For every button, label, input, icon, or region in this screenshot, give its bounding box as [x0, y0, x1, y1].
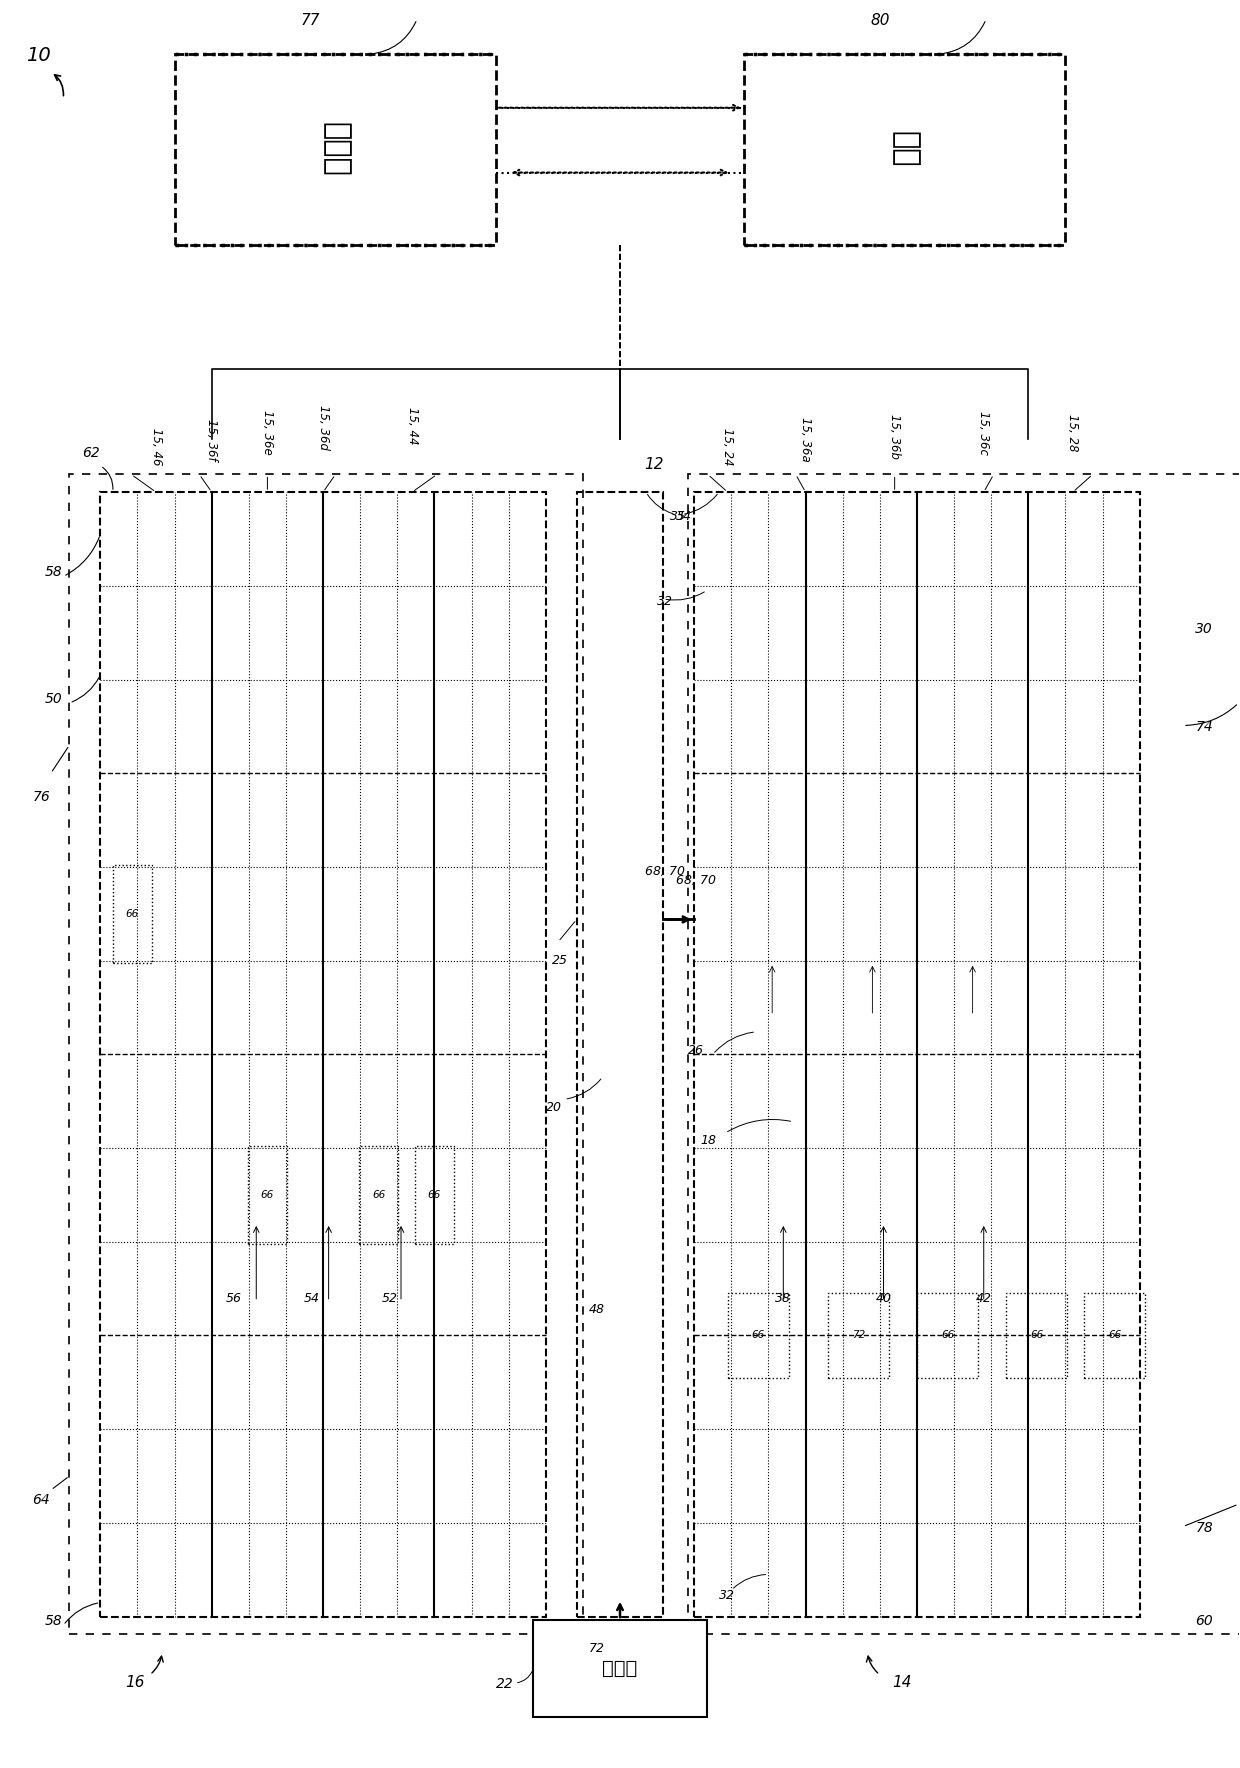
Text: 40: 40: [875, 1292, 892, 1305]
Text: 58: 58: [45, 566, 62, 580]
Text: 34: 34: [676, 511, 692, 523]
Text: 15, 36c: 15, 36c: [977, 410, 991, 454]
Text: 12: 12: [645, 456, 665, 472]
Bar: [69, 474, 583, 1634]
Text: 62: 62: [82, 446, 99, 460]
Bar: [360, 1146, 398, 1245]
Bar: [744, 55, 1065, 246]
Text: 16: 16: [125, 1674, 145, 1690]
Text: 14: 14: [893, 1674, 911, 1690]
Text: 15, 36a: 15, 36a: [799, 417, 812, 461]
Bar: [1006, 1292, 1068, 1377]
Text: 15, 36d: 15, 36d: [316, 405, 330, 449]
Text: 15, 36b: 15, 36b: [888, 414, 901, 458]
Bar: [916, 1292, 978, 1377]
Bar: [688, 474, 1240, 1634]
Text: 66: 66: [941, 1331, 954, 1340]
Text: 58: 58: [45, 1614, 62, 1628]
Text: 54: 54: [304, 1292, 320, 1305]
Bar: [248, 1146, 286, 1245]
Text: 66: 66: [751, 1331, 765, 1340]
Text: 20: 20: [546, 1100, 562, 1114]
Text: 25: 25: [552, 955, 568, 967]
Text: 50: 50: [45, 691, 62, 705]
Text: 66: 66: [125, 909, 139, 919]
Bar: [533, 1619, 707, 1717]
Text: 15, 36f: 15, 36f: [205, 419, 218, 460]
Text: 56: 56: [226, 1292, 242, 1305]
Text: 66: 66: [260, 1190, 274, 1200]
Text: 15, 44: 15, 44: [405, 407, 419, 444]
Text: 52: 52: [382, 1292, 398, 1305]
Text: 68, 70: 68, 70: [645, 865, 684, 879]
Text: 18: 18: [701, 1135, 717, 1147]
Text: 35: 35: [670, 511, 686, 523]
Bar: [175, 55, 496, 246]
Text: 26: 26: [688, 1045, 704, 1057]
Text: 22: 22: [496, 1678, 515, 1690]
Text: 66: 66: [1109, 1331, 1121, 1340]
Text: 熔炉: 熔炉: [890, 131, 919, 168]
Text: 42: 42: [976, 1292, 992, 1305]
Text: 15, 28: 15, 28: [1066, 414, 1079, 451]
Text: 10: 10: [26, 46, 51, 64]
Bar: [577, 492, 663, 1616]
Text: 80: 80: [870, 12, 889, 28]
Text: 32: 32: [719, 1589, 735, 1602]
Bar: [728, 1292, 789, 1377]
Text: 15, 36e: 15, 36e: [260, 410, 274, 454]
Text: 预制件: 预制件: [603, 1658, 637, 1678]
Text: 15, 46: 15, 46: [150, 428, 162, 465]
Text: 68, 70: 68, 70: [676, 873, 715, 888]
Bar: [415, 1146, 454, 1245]
Text: 48: 48: [589, 1303, 605, 1315]
Text: 66: 66: [1030, 1331, 1043, 1340]
Text: 60: 60: [1195, 1614, 1213, 1628]
Bar: [113, 865, 151, 964]
Bar: [100, 492, 546, 1616]
Text: 38: 38: [775, 1292, 791, 1305]
Text: 78: 78: [1195, 1520, 1213, 1535]
Text: 30: 30: [1195, 622, 1213, 636]
Text: 64: 64: [32, 1494, 50, 1506]
Bar: [828, 1292, 889, 1377]
Text: 66: 66: [428, 1190, 441, 1200]
Text: 锻压机: 锻压机: [321, 122, 350, 177]
Bar: [694, 492, 1140, 1616]
Text: 72: 72: [852, 1331, 866, 1340]
Text: 15, 24: 15, 24: [722, 428, 734, 465]
Text: 76: 76: [32, 790, 50, 804]
Text: 77: 77: [301, 12, 320, 28]
Text: 74: 74: [1195, 720, 1213, 734]
Text: 32: 32: [657, 594, 673, 608]
Text: 66: 66: [372, 1190, 386, 1200]
Text: 72: 72: [589, 1642, 605, 1655]
Bar: [1084, 1292, 1146, 1377]
